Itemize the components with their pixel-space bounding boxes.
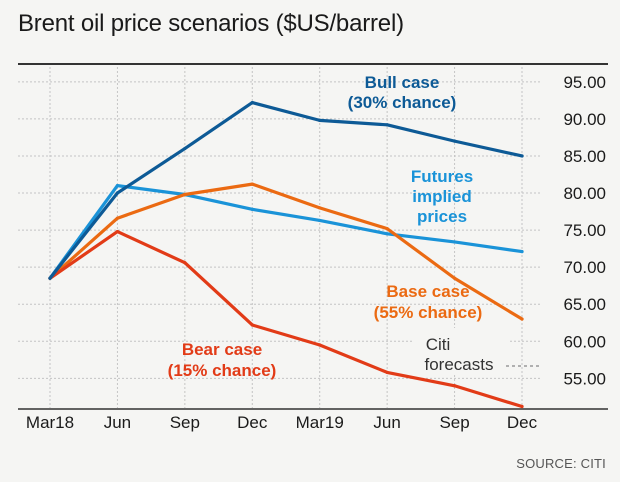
x-tick-label: Mar18 bbox=[26, 413, 74, 432]
y-tick-label: 75.00 bbox=[563, 221, 606, 240]
series-lines bbox=[48, 100, 524, 409]
data-point-bull bbox=[115, 191, 120, 195]
y-tick-label: 60.00 bbox=[563, 332, 606, 351]
series-label-futures: implied bbox=[412, 187, 472, 206]
x-tick-label: Dec bbox=[237, 413, 268, 432]
chart-title: Brent oil price scenarios ($US/barrel) bbox=[18, 10, 404, 37]
data-point-bull bbox=[520, 154, 524, 158]
data-point-base bbox=[115, 216, 120, 220]
data-point-bull bbox=[318, 118, 322, 122]
forecast-label-bg bbox=[414, 328, 510, 374]
data-point-base bbox=[318, 206, 322, 210]
data-point-bear bbox=[385, 370, 389, 375]
data-point-base bbox=[250, 182, 254, 186]
series-label-bull: (30% chance) bbox=[348, 93, 457, 112]
y-tick-label: 90.00 bbox=[563, 110, 606, 129]
series-line-bull bbox=[48, 100, 524, 280]
data-point-base bbox=[183, 192, 187, 197]
series-label-base: (55% chance) bbox=[374, 303, 483, 322]
data-point-bear bbox=[452, 384, 457, 388]
data-point-futures bbox=[250, 207, 254, 211]
x-tick-label: Sep bbox=[170, 413, 200, 432]
title-divider bbox=[18, 63, 608, 65]
x-tick-label: Jun bbox=[104, 413, 131, 432]
data-point-bull bbox=[48, 276, 52, 280]
x-axis: Mar18 Jun Sep Dec Mar19 Jun Sep Dec bbox=[18, 408, 608, 432]
forecast-label: Citi bbox=[426, 335, 451, 354]
x-tick-label: Jun bbox=[373, 413, 400, 432]
data-point-base bbox=[452, 276, 457, 280]
data-point-bear bbox=[115, 229, 120, 234]
series-line-bear bbox=[48, 229, 524, 409]
x-tick-label: Dec bbox=[507, 413, 538, 432]
y-tick-label: 80.00 bbox=[563, 184, 606, 203]
data-point-futures bbox=[452, 240, 457, 244]
x-tick-label: Mar19 bbox=[296, 413, 344, 432]
series-label-bear: (15% chance) bbox=[168, 361, 277, 380]
data-point-bull bbox=[385, 123, 389, 127]
series-line-base bbox=[48, 182, 524, 321]
data-point-base bbox=[385, 227, 389, 231]
data-point-futures bbox=[318, 218, 322, 223]
y-tick-label: 70.00 bbox=[563, 258, 606, 277]
data-point-base bbox=[520, 317, 524, 321]
y-tick-label: 55.00 bbox=[563, 369, 606, 388]
data-point-futures bbox=[115, 184, 120, 188]
data-point-bull bbox=[250, 100, 254, 105]
y-axis: 95.00 90.00 85.00 80.00 75.00 70.00 65.00 60.00… bbox=[563, 73, 606, 389]
series-label-futures: prices bbox=[417, 207, 467, 226]
y-tick-label: 85.00 bbox=[563, 147, 606, 166]
data-point-bear bbox=[183, 261, 187, 265]
y-tick-label: 65.00 bbox=[563, 295, 606, 314]
series-labels: Bull case(30% chance) Futuresimpliedprice… bbox=[168, 73, 483, 380]
data-point-bear bbox=[318, 343, 322, 347]
y-tick-label: 95.00 bbox=[563, 73, 606, 92]
series-label-bear: Bear case bbox=[182, 340, 262, 359]
x-tick-label: Sep bbox=[439, 413, 469, 432]
source-note: SOURCE: CITI bbox=[516, 456, 606, 471]
series-label-futures: Futures bbox=[411, 167, 473, 186]
forecast-label: forecasts bbox=[425, 355, 494, 374]
series-label-bull: Bull case bbox=[365, 73, 440, 92]
series-label-base: Base case bbox=[386, 282, 469, 301]
data-point-futures bbox=[385, 232, 389, 236]
data-point-futures bbox=[520, 249, 524, 254]
data-point-bull bbox=[183, 146, 187, 151]
data-point-bear bbox=[250, 323, 254, 327]
data-point-bear bbox=[520, 404, 524, 409]
data-point-bull bbox=[452, 139, 457, 143]
